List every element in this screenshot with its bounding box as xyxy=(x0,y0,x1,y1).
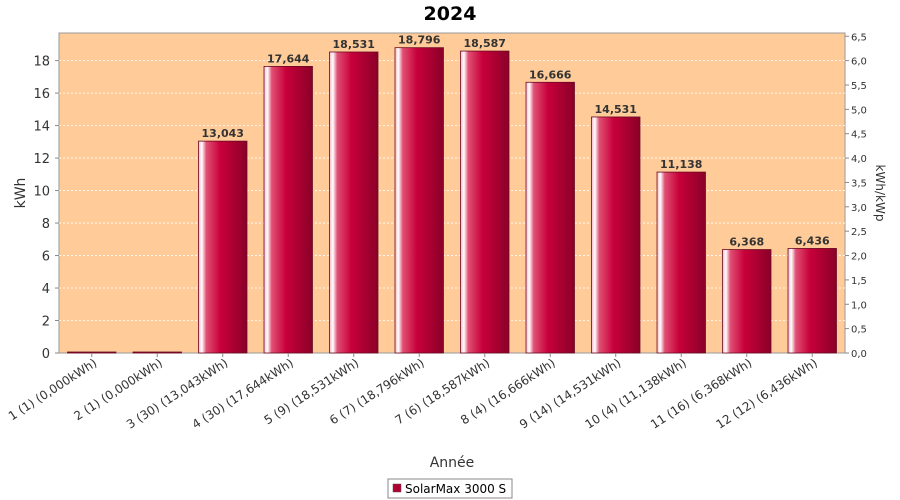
y-tick-label: 0 xyxy=(42,347,50,362)
bar xyxy=(787,248,837,354)
bar xyxy=(591,116,641,354)
plot-area xyxy=(58,32,846,354)
y-right-tick-label: 5,0 xyxy=(851,105,867,116)
y-right-tick-label: 1,0 xyxy=(851,300,867,311)
bars: 13,043 17,644 18,531 18,796 18,587 16,666 14,5… xyxy=(67,34,837,354)
bar xyxy=(460,50,510,354)
bar xyxy=(329,51,379,354)
data-label: 13,043 xyxy=(202,127,244,140)
legend-swatch xyxy=(392,483,402,493)
data-label: 16,666 xyxy=(529,68,572,81)
y-tick-label: 6 xyxy=(42,250,50,265)
y-right-tick-label: 3,5 xyxy=(851,178,867,189)
y-tick-label: 16 xyxy=(33,87,50,102)
y-tick-label: 2 xyxy=(42,315,50,330)
legend-label: SolarMax 3000 S xyxy=(405,482,506,496)
y-right-tick-label: 2,5 xyxy=(851,227,867,238)
y-right-tick-label: 1,5 xyxy=(851,276,867,287)
data-label: 14,531 xyxy=(595,103,637,116)
bar xyxy=(67,351,117,354)
legend-box xyxy=(387,478,513,499)
bar xyxy=(394,47,444,354)
data-label: 18,587 xyxy=(464,37,506,50)
data-label: 6,436 xyxy=(795,234,830,247)
y-right-tick-label: 2,0 xyxy=(851,252,867,263)
y-right-tick-label: 4,5 xyxy=(851,130,867,141)
y-right-tick-label: 0,5 xyxy=(851,325,867,336)
chart-title: 2024 xyxy=(424,3,477,25)
y-axis-right-label: kWh/kWp xyxy=(873,165,887,222)
x-axis-label: Année xyxy=(430,455,475,471)
bar xyxy=(198,140,248,354)
y-right-tick-label: 6,0 xyxy=(851,57,867,68)
bar xyxy=(525,81,575,354)
y-tick-label: 14 xyxy=(33,120,50,135)
gridlines xyxy=(59,60,845,321)
y-tick-label: 10 xyxy=(33,185,50,200)
data-label: 11,138 xyxy=(660,158,702,171)
y-tick-label: 18 xyxy=(33,55,50,70)
bar xyxy=(263,65,313,354)
bar xyxy=(132,351,182,354)
y-right-tick-label: 4,0 xyxy=(851,154,867,165)
data-label: 17,644 xyxy=(267,52,310,65)
data-label: 18,531 xyxy=(333,38,375,51)
y-right-tick-label: 5,5 xyxy=(851,81,867,92)
bar xyxy=(722,249,772,354)
y-tick-label: 8 xyxy=(42,217,50,232)
y-tick-label: 4 xyxy=(42,282,50,297)
data-label: 18,796 xyxy=(398,34,441,47)
y-right-tick-label: 3,0 xyxy=(851,203,867,214)
legend: SolarMax 3000 S xyxy=(387,478,513,499)
bar xyxy=(656,171,706,354)
y-right-tick-label: 0,0 xyxy=(851,349,867,360)
data-label: 6,368 xyxy=(729,236,764,249)
y-axis-label: kWh xyxy=(13,178,29,209)
y-right-tick-label: 6,5 xyxy=(851,32,867,43)
y-tick-label: 12 xyxy=(33,152,50,167)
